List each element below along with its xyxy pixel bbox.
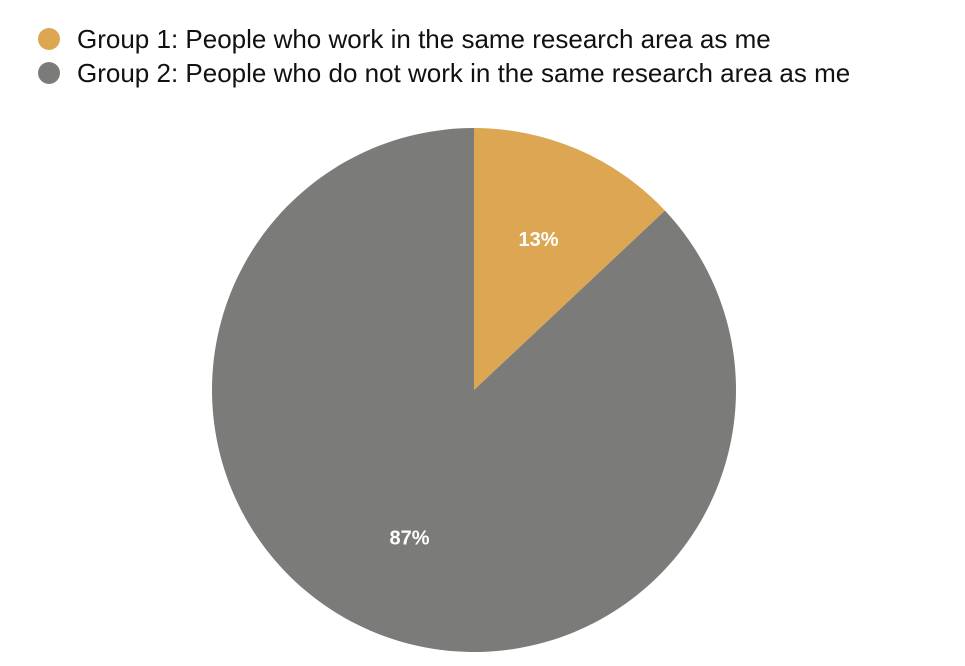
pie-slice-label-group-1: 13%	[518, 229, 558, 251]
chart-legend: Group 1: People who work in the same res…	[38, 22, 850, 90]
legend-item-group-2: Group 2: People who do not work in the s…	[38, 56, 850, 90]
legend-swatch-group-2	[38, 62, 60, 84]
pie-slice-label-group-2: 87%	[389, 527, 429, 549]
legend-label-group-1: Group 1: People who work in the same res…	[77, 23, 771, 54]
legend-label-group-2: Group 2: People who do not work in the s…	[77, 57, 851, 88]
pie-slice-group-2	[212, 128, 737, 652]
legend-item-group-1: Group 1: People who work in the same res…	[38, 22, 850, 56]
pie-slice-group-1	[474, 128, 665, 390]
legend-swatch-group-1	[38, 28, 60, 50]
